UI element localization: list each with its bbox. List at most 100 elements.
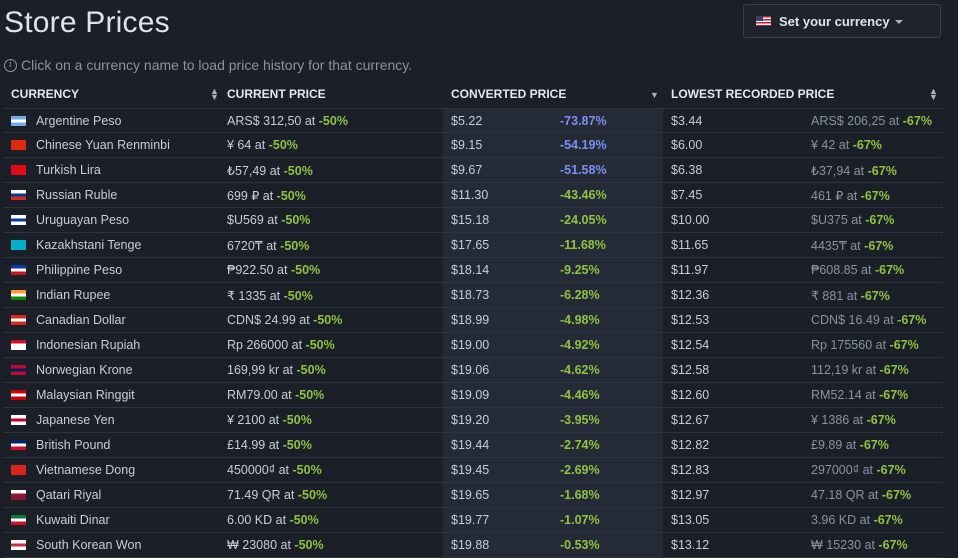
price-difference: -0.53% bbox=[560, 538, 600, 552]
currency-name-link[interactable]: Russian Ruble bbox=[36, 188, 118, 202]
currency-name-link[interactable]: Kuwaiti Dinar bbox=[36, 513, 110, 527]
discount-badge: -67% bbox=[881, 488, 912, 502]
currency-cell[interactable]: Argentine Peso bbox=[4, 114, 224, 128]
table-row: Kazakhstani Tenge 6720₸ at -50% $17.65 -11.… bbox=[4, 233, 943, 258]
currency-cell[interactable]: Uruguayan Peso bbox=[4, 213, 224, 227]
currency-cell[interactable]: Norwegian Krone bbox=[4, 363, 224, 377]
currency-name-link[interactable]: British Pound bbox=[36, 438, 111, 452]
discount-badge: -67% bbox=[859, 438, 889, 452]
currency-name-link[interactable]: Vietnamese Dong bbox=[36, 463, 136, 477]
table-row: Indonesian Rupiah Rp 266000 at -50% $19.00… bbox=[4, 333, 943, 358]
table-row: Vietnamese Dong 450000₫ at -50% $19.45 -2.6… bbox=[4, 458, 943, 483]
currency-name-link[interactable]: Turkish Lira bbox=[36, 163, 101, 177]
table-row: Russian Ruble 699 ₽ at -50% $11.30 -43.46% $… bbox=[4, 183, 943, 208]
discount-badge: -50% bbox=[276, 188, 306, 203]
table-row: Argentine Peso ARS$ 312,50 at -50% $5.22 -7… bbox=[4, 108, 943, 133]
discount-badge: -50% bbox=[268, 138, 298, 152]
lowest-local-price: ₺37,94 at -67% bbox=[811, 163, 897, 178]
current-price-cell: CDN$ 24.99 at -50% bbox=[227, 313, 343, 327]
currency-cell[interactable]: Turkish Lira bbox=[4, 163, 224, 177]
discount-badge: -67% bbox=[866, 413, 896, 427]
currency-name-link[interactable]: South Korean Won bbox=[36, 538, 142, 552]
currency-cell[interactable]: Chinese Yuan Renminbi bbox=[4, 138, 224, 152]
lowest-price-cell: $12.60 RM52.14 at -67% bbox=[671, 388, 909, 402]
lowest-local-price: 4435₸ at -67% bbox=[811, 238, 894, 253]
converted-price-cell: $19.77 -1.07% bbox=[443, 508, 663, 532]
canada-flag-icon bbox=[11, 315, 26, 325]
table-row: Uruguayan Peso $U569 at -50% $15.18 -24.05%… bbox=[4, 208, 943, 233]
currency-cell[interactable]: Indian Rupee bbox=[4, 288, 224, 302]
qatar-flag-icon bbox=[11, 490, 26, 500]
currency-name-link[interactable]: Malaysian Ringgit bbox=[36, 388, 135, 402]
currency-cell[interactable]: Canadian Dollar bbox=[4, 313, 224, 327]
current-price-cell: 71.49 QR at -50% bbox=[227, 488, 328, 502]
lowest-price-cell: $3.44 ARS$ 206,25 at -67% bbox=[671, 113, 932, 128]
column-header-current-price[interactable]: CURRENT PRICE bbox=[227, 87, 326, 101]
current-price-cell: 169,99 kr at -50% bbox=[227, 363, 326, 377]
price-difference: -2.74% bbox=[560, 438, 600, 452]
currency-name-link[interactable]: Indonesian Rupiah bbox=[36, 338, 141, 352]
current-price-cell: RM79.00 at -50% bbox=[227, 388, 325, 402]
discount-badge: -67% bbox=[878, 538, 908, 552]
current-price-cell: ₹ 1335 at -50% bbox=[227, 288, 313, 303]
currency-name-link[interactable]: Philippine Peso bbox=[36, 263, 123, 277]
column-header-converted-price[interactable]: CONVERTED PRICE ▼ bbox=[451, 87, 659, 101]
current-price-cell: ¥ 2100 at -50% bbox=[227, 413, 312, 427]
lowest-local-price: 461 ₽ at -67% bbox=[811, 188, 890, 203]
converted-price-cell: $5.22 -73.87% bbox=[443, 109, 663, 132]
lowest-local-price: ¥ 1386 at -67% bbox=[811, 413, 896, 427]
table-row: Japanese Yen ¥ 2100 at -50% $19.20 -3.95% $1… bbox=[4, 408, 943, 433]
discount-badge: -50% bbox=[305, 338, 335, 352]
lowest-price-cell: $12.53 CDN$ 16.49 at -67% bbox=[671, 313, 927, 327]
lowest-price-cell: $12.67 ¥ 1386 at -67% bbox=[671, 413, 896, 427]
discount-badge: -67% bbox=[902, 113, 932, 128]
currency-name-link[interactable]: Canadian Dollar bbox=[36, 313, 126, 327]
currency-cell[interactable]: Japanese Yen bbox=[4, 413, 224, 427]
column-header-lowest-price[interactable]: LOWEST RECORDED PRICE ▲ ▼ bbox=[671, 86, 938, 102]
currency-cell[interactable]: Kuwaiti Dinar bbox=[4, 513, 224, 527]
currency-name-link[interactable]: Norwegian Krone bbox=[36, 363, 133, 377]
price-difference: -73.87% bbox=[560, 113, 607, 128]
currency-cell[interactable]: British Pound bbox=[4, 438, 224, 452]
lowest-local-price: ₱608.85 at -67% bbox=[811, 263, 905, 277]
russia-flag-icon bbox=[11, 190, 26, 200]
norway-flag-icon bbox=[11, 365, 26, 375]
currency-name-link[interactable]: Indian Rupee bbox=[36, 288, 111, 302]
currency-name-link[interactable]: Kazakhstani Tenge bbox=[36, 238, 142, 252]
sort-desc-icon: ▼ bbox=[650, 90, 659, 100]
currency-name-link[interactable]: Chinese Yuan Renminbi bbox=[36, 138, 170, 152]
discount-badge: -50% bbox=[283, 163, 313, 178]
currency-name-link[interactable]: Uruguayan Peso bbox=[36, 213, 130, 227]
lowest-price-cell: $12.97 47.18 QR at -67% bbox=[671, 488, 912, 502]
table-row: Chinese Yuan Renminbi ¥ 64 at -50% $9.15 -5… bbox=[4, 133, 943, 158]
table-row: Philippine Peso ₱922.50 at -50% $18.14 -9.2… bbox=[4, 258, 943, 283]
discount-badge: -50% bbox=[292, 463, 322, 477]
price-difference: -4.92% bbox=[560, 338, 600, 352]
currency-cell[interactable]: Qatari Riyal bbox=[4, 488, 224, 502]
discount-badge: -50% bbox=[280, 238, 310, 253]
currency-cell[interactable]: Malaysian Ringgit bbox=[4, 388, 224, 402]
lowest-local-price: 3.96 KD at -67% bbox=[811, 513, 903, 527]
lowest-price-cell: $13.05 3.96 KD at -67% bbox=[671, 513, 903, 527]
sort-icon: ▲ ▼ bbox=[210, 86, 219, 102]
china-flag-icon bbox=[11, 140, 26, 150]
currency-name-link[interactable]: Japanese Yen bbox=[36, 413, 115, 427]
table-row: British Pound £14.99 at -50% $19.44 -2.74% $… bbox=[4, 433, 943, 458]
lowest-price-cell: $6.00 ¥ 42 at -67% bbox=[671, 138, 882, 152]
currency-name-link[interactable]: Argentine Peso bbox=[36, 113, 122, 128]
table-row: Malaysian Ringgit RM79.00 at -50% $19.09 -4… bbox=[4, 383, 943, 408]
currency-cell[interactable]: Philippine Peso bbox=[4, 263, 224, 277]
column-header-currency[interactable]: CURRENCY ▲ ▼ bbox=[11, 86, 219, 102]
currency-cell[interactable]: Vietnamese Dong bbox=[4, 463, 224, 477]
discount-badge: -50% bbox=[313, 313, 343, 327]
currency-cell[interactable]: Kazakhstani Tenge bbox=[4, 238, 224, 252]
currency-cell[interactable]: Indonesian Rupiah bbox=[4, 338, 224, 352]
lowest-local-price: 47.18 QR at -67% bbox=[811, 488, 912, 502]
set-currency-button[interactable]: Set your currency bbox=[743, 4, 941, 38]
currency-cell[interactable]: Russian Ruble bbox=[4, 188, 224, 202]
current-price-cell: ₱922.50 at -50% bbox=[227, 263, 321, 277]
hint-label: Click on a currency name to load price h… bbox=[21, 57, 413, 73]
lowest-price-cell: $12.36 ₹ 881 at -67% bbox=[671, 288, 890, 303]
currency-cell[interactable]: South Korean Won bbox=[4, 538, 224, 552]
currency-name-link[interactable]: Qatari Riyal bbox=[36, 488, 102, 502]
